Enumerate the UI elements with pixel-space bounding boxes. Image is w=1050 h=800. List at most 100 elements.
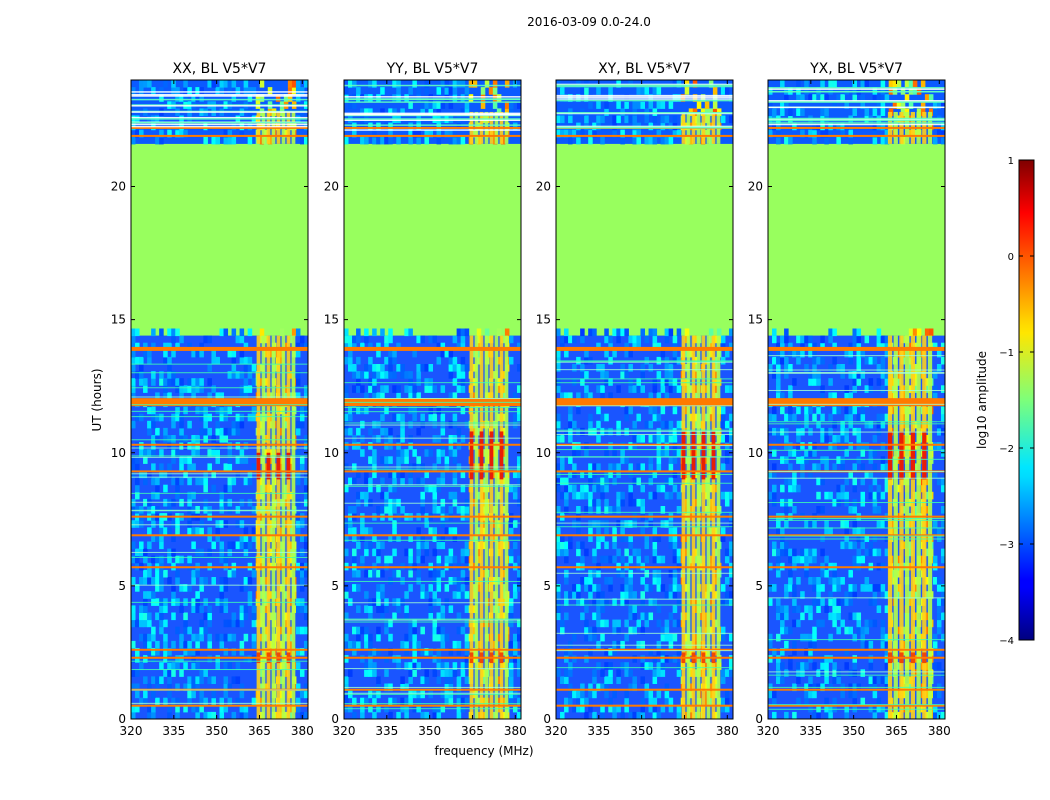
- noise-cell: [812, 463, 817, 471]
- noise-cell: [940, 484, 946, 493]
- noise-cell: [656, 129, 662, 138]
- noise-cell: [648, 101, 654, 109]
- noise-cell: [195, 711, 200, 720]
- noise-cell: [380, 136, 385, 145]
- noise-cell: [263, 655, 269, 663]
- noise-cell: [668, 640, 674, 649]
- noise-cell: [636, 555, 641, 564]
- rfi-line: [768, 372, 945, 374]
- noise-cell: [131, 87, 136, 95]
- noise-cell: [564, 335, 569, 344]
- noise-cell: [464, 697, 470, 706]
- noise-cell: [151, 477, 156, 486]
- noise-cell: [644, 534, 650, 542]
- noise-cell: [612, 648, 617, 656]
- rfi-line: [344, 422, 521, 424]
- noise-cell: [203, 435, 208, 443]
- noise-cell: [700, 94, 706, 102]
- noise-cell: [163, 435, 168, 443]
- noise-cell: [131, 335, 136, 344]
- rfi-line: [344, 619, 521, 621]
- noise-cell: [612, 527, 617, 535]
- noise-cell: [211, 435, 216, 443]
- rfi-line: [556, 405, 733, 407]
- noise-cell: [452, 470, 458, 479]
- noise-cell: [352, 406, 357, 415]
- noise-cell: [596, 591, 601, 599]
- noise-cell: [632, 591, 637, 599]
- noise-cell: [360, 555, 365, 564]
- noise-cell: [348, 477, 353, 486]
- noise-cell: [812, 364, 817, 372]
- rfi-line: [344, 443, 521, 446]
- rfi-line: [344, 692, 521, 694]
- noise-cell: [620, 534, 625, 542]
- noise-cell: [724, 697, 730, 706]
- noise-cell: [352, 335, 357, 344]
- noise-cell: [368, 364, 373, 372]
- noise-cell: [592, 520, 597, 528]
- noise-cell: [179, 378, 184, 386]
- noise-cell: [796, 484, 801, 493]
- noise-cell: [828, 122, 833, 131]
- noise-cell: [600, 704, 605, 713]
- noise-cell: [147, 704, 152, 713]
- noise-cell: [660, 655, 666, 663]
- rfi-line: [344, 466, 521, 468]
- noise-cell: [632, 548, 637, 557]
- noise-cell: [384, 456, 389, 464]
- noise-cell: [227, 129, 233, 138]
- noise-cell: [380, 427, 385, 436]
- noise-cell: [211, 470, 216, 479]
- noise-cell: [876, 122, 882, 131]
- noise-cell: [243, 704, 249, 713]
- noise-cell: [432, 655, 438, 663]
- noise-cell: [175, 413, 180, 422]
- noise-cell: [151, 342, 156, 351]
- noise-cell: [159, 413, 164, 422]
- noise-cell: [163, 385, 168, 393]
- noise-cell: [828, 335, 833, 344]
- noise-cell: [796, 555, 801, 564]
- noise-cell: [143, 349, 148, 358]
- noise-cell: [219, 577, 225, 585]
- noise-cell: [175, 662, 180, 670]
- noise-cell: [880, 640, 886, 649]
- noise-cell: [424, 541, 429, 550]
- noise-cell: [852, 655, 857, 663]
- noise-cell: [784, 413, 789, 422]
- noise-cell: [600, 605, 605, 613]
- noise-cell: [440, 477, 446, 486]
- noise-cell: [560, 129, 565, 138]
- x-tick-label: 320: [545, 724, 568, 738]
- noise-cell: [211, 349, 216, 358]
- noise-cell: [476, 711, 482, 720]
- noise-cell: [940, 136, 946, 145]
- noise-cell: [768, 129, 773, 138]
- noise-cell: [872, 690, 878, 699]
- noise-cell: [936, 662, 942, 670]
- noise-cell: [456, 577, 462, 585]
- noise-cell: [868, 449, 874, 457]
- noise-cell: [596, 435, 601, 443]
- noise-cell: [368, 456, 373, 464]
- noise-cell: [199, 669, 204, 677]
- noise-cell: [660, 704, 666, 713]
- noise-cell: [352, 534, 357, 542]
- noise-cell: [151, 328, 156, 337]
- noise-cell: [416, 129, 421, 138]
- rfi-line: [768, 597, 945, 599]
- noise-cell: [924, 626, 930, 635]
- noise-cell: [624, 328, 629, 337]
- noise-cell: [456, 364, 462, 372]
- noise-cell: [808, 129, 813, 138]
- noise-cell: [303, 342, 309, 351]
- noise-cell: [476, 697, 482, 706]
- noise-cell: [460, 406, 466, 415]
- noise-cell: [832, 101, 837, 109]
- noise-cell: [151, 633, 156, 642]
- rfi-line: [344, 129, 521, 131]
- noise-cell: [159, 534, 164, 542]
- noise-cell: [852, 87, 857, 95]
- rfi-line: [131, 515, 308, 518]
